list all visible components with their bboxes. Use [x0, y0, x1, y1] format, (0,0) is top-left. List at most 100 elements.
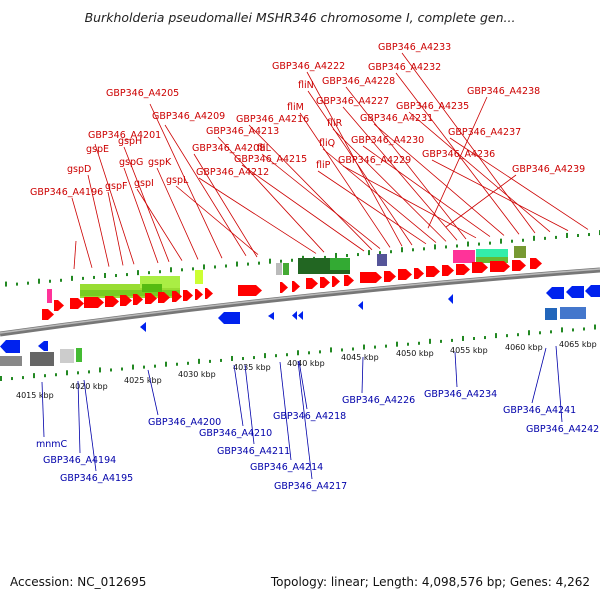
- tick-mark: [517, 333, 519, 337]
- feature-block: [76, 348, 82, 362]
- leader-line: [332, 128, 447, 242]
- tick-mark: [253, 356, 255, 360]
- gene-arrow: [195, 289, 203, 300]
- tick-mark: [500, 238, 502, 244]
- tick-mark: [440, 339, 442, 343]
- tick-mark: [566, 232, 568, 238]
- tick-mark: [209, 359, 211, 363]
- gene-label: gspH: [118, 136, 142, 147]
- tick-mark: [429, 338, 431, 344]
- gene-label: GBP346_A4213: [206, 126, 279, 137]
- leader-line: [123, 167, 159, 264]
- gene-arrow: [456, 264, 470, 275]
- gene-label: gspF: [105, 181, 127, 192]
- gene-arrow: [42, 309, 54, 320]
- tick-mark: [489, 241, 491, 245]
- tick-mark: [297, 350, 299, 356]
- gene-arrow: [0, 340, 20, 353]
- tick-mark: [374, 345, 376, 349]
- tick-mark: [522, 238, 524, 242]
- leader-line: [297, 360, 313, 480]
- tick-mark: [170, 267, 172, 273]
- feature-block: [545, 308, 557, 320]
- gene-arrow: [585, 285, 600, 297]
- tick-label: 4055 kbp: [450, 346, 488, 355]
- leader-line: [233, 364, 244, 427]
- gene-arrow: [448, 294, 453, 304]
- tick-mark: [220, 358, 222, 362]
- leader-line: [164, 124, 247, 257]
- leader-line: [83, 379, 97, 472]
- gene-arrow: [442, 265, 454, 276]
- leader-line: [362, 145, 491, 237]
- tick-mark: [60, 278, 62, 282]
- gene-arrow: [205, 288, 213, 299]
- gene-label: GBP346_A4209: [152, 111, 225, 122]
- feature-block: [0, 356, 22, 366]
- tick-label: 4050 kbp: [396, 349, 434, 358]
- gene-arrow: [512, 260, 526, 271]
- gene-label: GBP346_A4232: [368, 62, 441, 73]
- tick-mark: [291, 258, 293, 262]
- tick-mark: [247, 262, 249, 266]
- feature-block: [47, 289, 52, 303]
- labels-top: GBP346_A4196 gspD gspE gspF GBP346_A4201 gspG…: [30, 42, 585, 198]
- tick-mark: [176, 362, 178, 366]
- leader-line: [317, 170, 427, 245]
- tick-mark: [533, 235, 535, 241]
- tick-mark: [379, 251, 381, 255]
- leader-line: [361, 356, 364, 394]
- tick-mark: [341, 348, 343, 352]
- tick-mark: [412, 248, 414, 252]
- feature-block: [377, 254, 387, 266]
- leader-line: [193, 153, 258, 258]
- tick-label: 4030 kbp: [178, 370, 216, 379]
- leader-line: [261, 153, 381, 249]
- tick-mark: [506, 334, 508, 338]
- leader-line: [241, 164, 365, 252]
- feature-block: [60, 349, 74, 363]
- leader-line: [244, 364, 255, 445]
- page-title: Burkholderia pseudomallei MSHR346 chromo…: [84, 10, 516, 25]
- tick-mark: [434, 244, 436, 250]
- tick-mark: [159, 270, 161, 274]
- gene-label: GBP346_A4239: [512, 164, 585, 175]
- gene-label: GBP346_A4214: [250, 462, 323, 473]
- gene-label: GBP346_A4208: [192, 143, 265, 154]
- feature-block: [330, 258, 350, 270]
- gene-arrow: [320, 277, 330, 288]
- tick-mark: [445, 245, 447, 249]
- tick-mark: [467, 241, 469, 247]
- tick-mark: [544, 236, 546, 240]
- tick-mark: [550, 330, 552, 334]
- gene-label: gspE: [86, 144, 109, 155]
- tick-mark: [462, 335, 464, 341]
- tick-mark: [484, 336, 486, 340]
- gene-arrow: [38, 341, 48, 351]
- feature-block: [80, 290, 180, 296]
- labels-bottom: mnmC GBP346_A4194 GBP346_A4195 GBP346_A4200…: [36, 389, 599, 492]
- tick-mark: [165, 361, 167, 367]
- tick-mark: [110, 368, 112, 372]
- reverse-genes: [0, 285, 600, 353]
- tick-mark: [588, 233, 590, 237]
- gene-label: GBP346_A4211: [217, 446, 290, 457]
- tick-mark: [385, 344, 387, 348]
- tick-mark: [495, 333, 497, 339]
- tick-mark: [137, 270, 139, 276]
- tick-mark: [11, 377, 13, 381]
- gene-label: GBP346_A4215: [234, 154, 307, 165]
- tick-mark: [456, 244, 458, 248]
- gene-arrow: [566, 286, 584, 298]
- tick-mark: [33, 373, 35, 379]
- leader-line: [307, 90, 413, 246]
- gene-label: GBP346_A4229: [338, 155, 411, 166]
- tick-mark: [368, 250, 370, 256]
- tick-mark: [418, 341, 420, 345]
- tick-mark: [594, 324, 596, 330]
- gene-label: GBP346_A4227: [316, 96, 389, 107]
- gene-label: GBP346_A4222: [272, 61, 345, 72]
- tick-mark: [264, 353, 266, 359]
